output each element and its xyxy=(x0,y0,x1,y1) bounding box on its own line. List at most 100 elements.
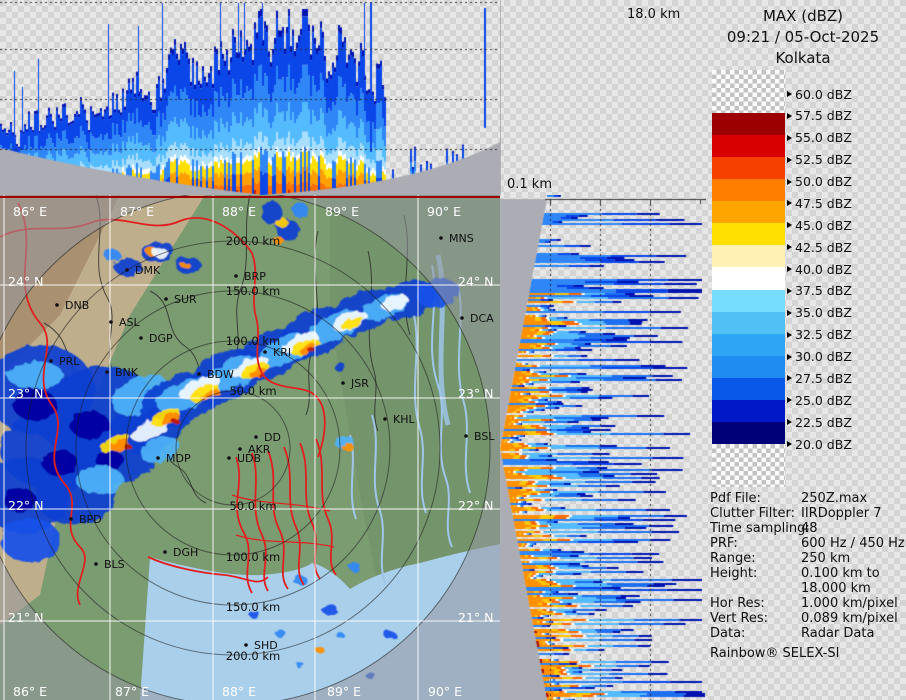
city-label: UDB xyxy=(237,452,261,465)
longitude-label: 86° E xyxy=(13,684,47,699)
city-dot xyxy=(244,643,248,647)
range-ring-label: 150.0 km xyxy=(226,600,280,614)
city-label: DD xyxy=(264,431,281,444)
radar-echo-cell xyxy=(299,343,317,355)
city-dot xyxy=(263,350,267,354)
radar-echo-cell xyxy=(76,466,124,494)
info-row-value: 600 Hz / 450 Hz xyxy=(801,536,905,551)
tick-arrow-icon xyxy=(787,222,792,229)
legend-swatch xyxy=(712,113,785,136)
legend-entry: 55.0 dBZ xyxy=(787,130,852,146)
city-label: DMK xyxy=(135,264,161,277)
radar-echo-cell xyxy=(340,316,364,330)
city-dot xyxy=(164,297,168,301)
side-height-profile-panel[interactable] xyxy=(500,195,706,700)
range-rings xyxy=(0,195,491,700)
range-ring-label: 100.0 km xyxy=(226,334,280,348)
legend-value-label: 60.0 dBZ xyxy=(795,86,852,102)
legend-value-label: 20.0 dBZ xyxy=(795,436,852,452)
city-dot xyxy=(163,550,167,554)
info-row: Range: 250 km xyxy=(710,551,906,566)
city-label: BDW xyxy=(207,368,234,381)
radar-echo-cell xyxy=(70,411,110,439)
longitude-label: 90° E xyxy=(428,684,462,699)
city-label: BRP xyxy=(244,270,266,283)
legend-entry: 20.0 dBZ xyxy=(787,436,852,452)
station-name: Kolkata xyxy=(775,49,831,67)
radar-echo-cell xyxy=(114,258,142,276)
title-block: MAX (dBZ) 09:21 / 05-Oct-2025 Kolkata xyxy=(700,6,906,69)
city-dot xyxy=(49,359,53,363)
side-axis-min-height-label: 0.1 km xyxy=(507,177,552,192)
city-label: JSR xyxy=(350,377,369,390)
range-ring-label: 150.0 km xyxy=(226,284,280,298)
legend-entry: 25.0 dBZ xyxy=(787,392,852,408)
radar-echo-cell xyxy=(381,295,409,311)
city-dot xyxy=(464,434,468,438)
radar-echo-cell xyxy=(4,488,36,512)
top-height-profile-panel[interactable] xyxy=(0,0,500,195)
longitude-label: 89° E xyxy=(325,204,359,219)
legend-entry: 60.0 dBZ xyxy=(787,86,852,102)
info-row-value: 250 km xyxy=(801,551,851,566)
radar-echo-cell xyxy=(336,632,344,638)
legend-value-label: 37.5 dBZ xyxy=(795,283,852,299)
city-dot xyxy=(460,316,464,320)
legend-swatch xyxy=(712,223,785,246)
map-top-border xyxy=(0,196,500,198)
tick-arrow-icon xyxy=(787,156,792,163)
info-row: PRF: 600 Hz / 450 Hz xyxy=(710,536,906,551)
city-label: BNK xyxy=(115,366,139,379)
radar-echo-cell xyxy=(293,575,307,585)
legend-value-label: 55.0 dBZ xyxy=(795,130,852,146)
legend-entry: 57.5 dBZ xyxy=(787,108,852,124)
city-label: KHL xyxy=(393,413,415,426)
info-row-value: 18.000 km xyxy=(801,581,871,596)
radar-echo-cell xyxy=(180,262,190,268)
city-label: ASL xyxy=(119,316,141,329)
legend-entry: 27.5 dBZ xyxy=(787,370,852,386)
info-row: Data: Radar Data xyxy=(710,626,906,641)
city-dot xyxy=(254,435,258,439)
info-row: Hor Res: 1.000 km/pixel xyxy=(710,596,906,611)
info-row-label: Pdf File: xyxy=(710,491,761,506)
longitude-label: 86° E xyxy=(13,204,47,219)
info-row-label: Hor Res: xyxy=(710,596,765,611)
longitude-label: 88° E xyxy=(222,684,256,699)
info-row-label: Clutter Filter: xyxy=(710,506,795,521)
latitude-label: 22° N xyxy=(8,498,43,513)
city-dot xyxy=(105,370,109,374)
legend-entry: 40.0 dBZ xyxy=(787,261,852,277)
legend-value-label: 40.0 dBZ xyxy=(795,261,852,277)
city-dot xyxy=(109,320,113,324)
legend-swatch xyxy=(712,267,785,291)
legend-entry: 37.5 dBZ xyxy=(787,283,852,299)
radar-echo-cell xyxy=(140,436,180,464)
legend-value-label: 42.5 dBZ xyxy=(795,239,852,255)
legend-entry: 42.5 dBZ xyxy=(787,239,852,255)
legend-value-label: 25.0 dBZ xyxy=(795,392,852,408)
city-dot xyxy=(156,456,160,460)
radar-echo-layer xyxy=(0,201,460,678)
info-row-label: Height: xyxy=(710,566,758,581)
range-ring-label: 100.0 km xyxy=(226,550,280,564)
map-viewport[interactable]: 86° E 87° E 88° E 89° E 90° E 86° E 87° E 88° E… xyxy=(0,195,500,700)
info-panel: Pdf File: 250Z.max Clutter Filter: IIRDoppl… xyxy=(710,491,906,641)
city-dot xyxy=(341,381,345,385)
radar-echo-cell xyxy=(349,563,361,571)
longitude-label: 87° E xyxy=(120,204,154,219)
city-label: DGH xyxy=(173,546,198,559)
product-title: MAX (dBZ) xyxy=(762,7,844,25)
radar-echo-cell xyxy=(42,450,78,476)
map-labels-layer: 86° E 87° E 88° E 89° E 90° E 86° E 87° E 88° E… xyxy=(8,204,495,699)
legend-value-label: 32.5 dBZ xyxy=(795,327,852,343)
legend-entry: 30.0 dBZ xyxy=(787,349,852,365)
tick-arrow-icon xyxy=(787,178,792,185)
legend-entry: 50.0 dBZ xyxy=(787,174,852,190)
legend-swatch-transparent xyxy=(712,70,785,113)
radar-echo-cell xyxy=(171,418,179,424)
city-label: PRL xyxy=(59,355,80,368)
radar-echo-cell xyxy=(292,202,308,218)
legend-swatch xyxy=(712,311,785,335)
tick-arrow-icon xyxy=(787,91,792,97)
